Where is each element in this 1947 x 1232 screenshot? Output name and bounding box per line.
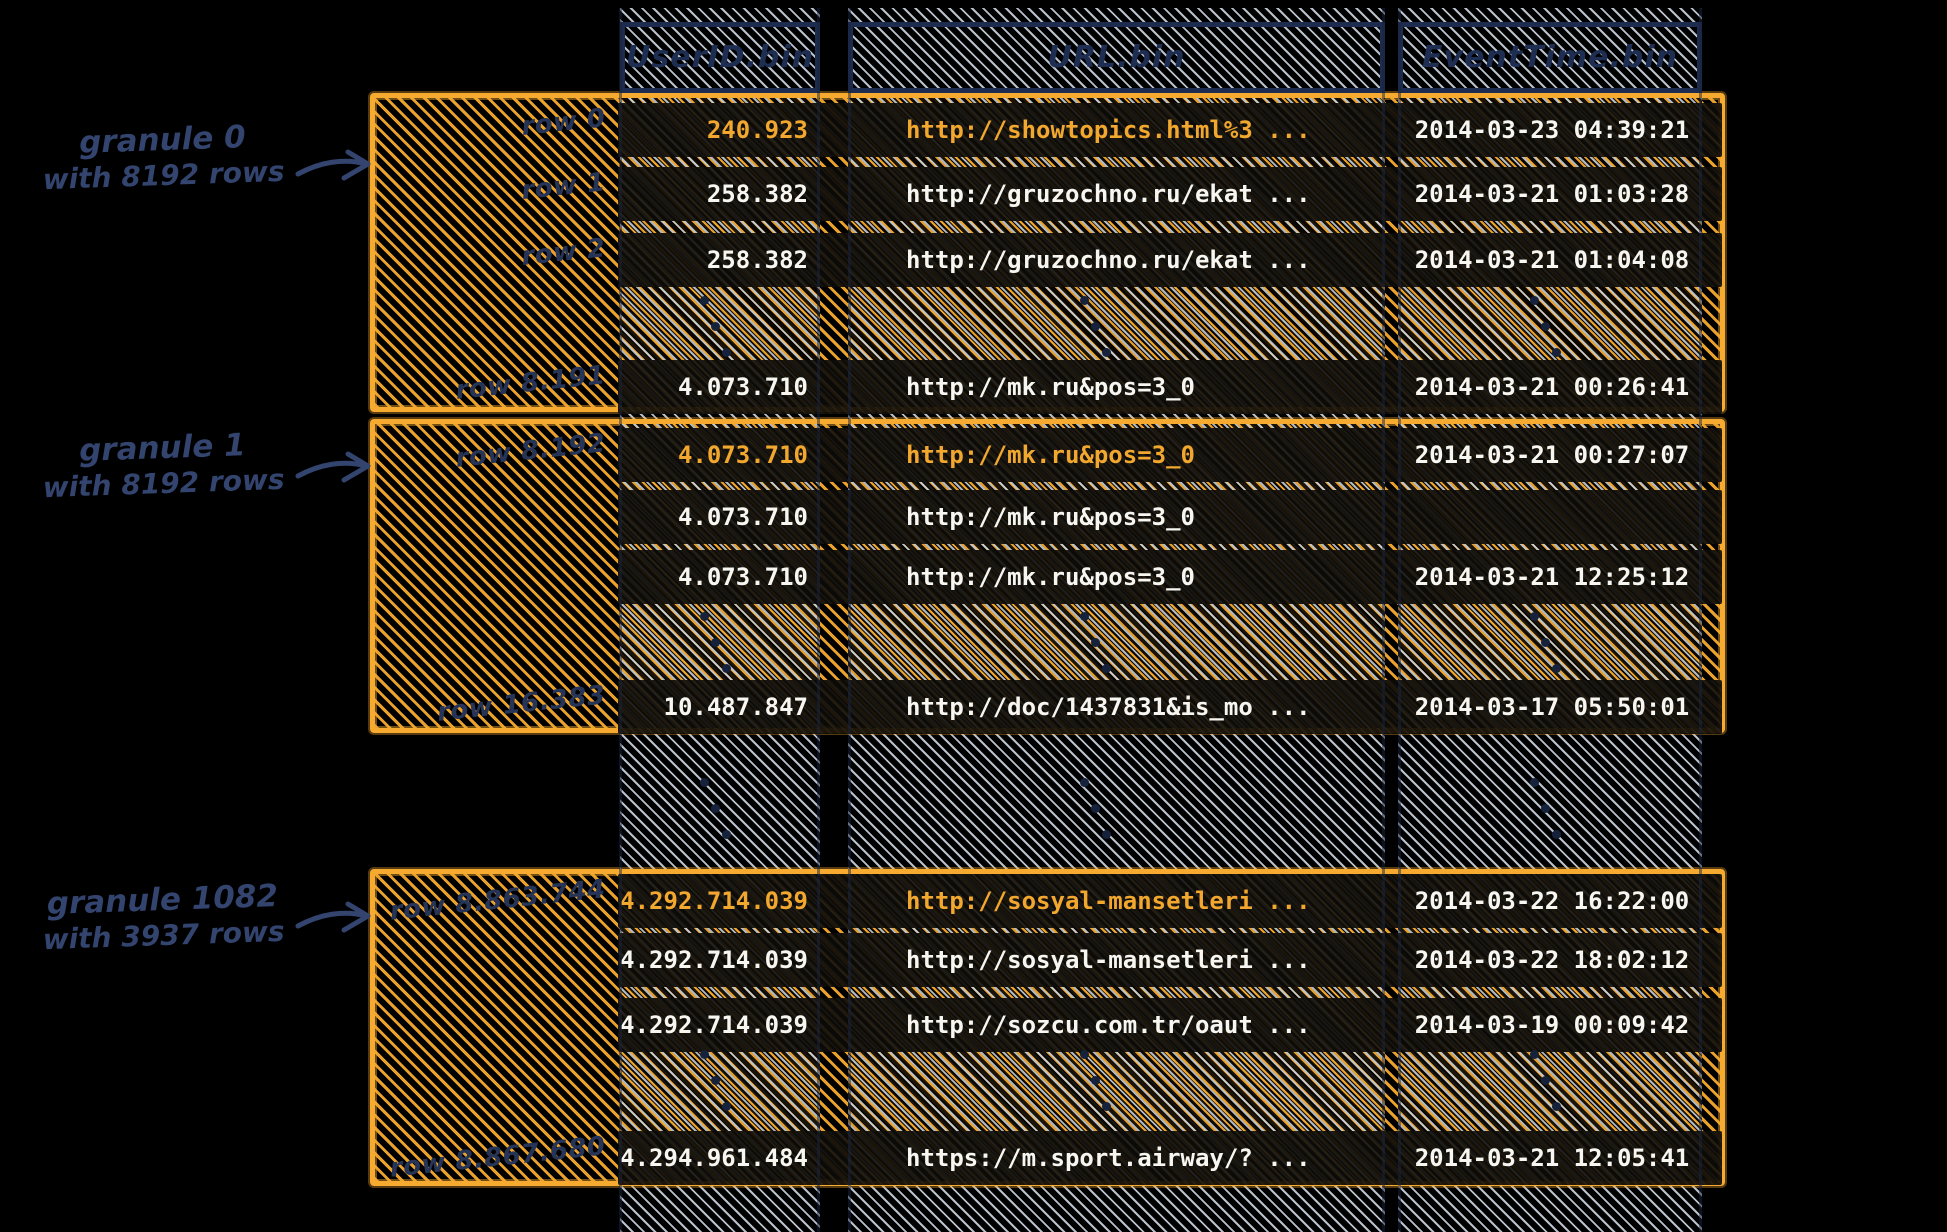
- annotation-granule-0: granule 0 with 8192 rows: [7, 117, 319, 200]
- cell-eventtime: 2014-03-21 00:27:07: [1414, 441, 1690, 469]
- cell-userid: 4.292.714.039: [620, 946, 808, 974]
- table-row: 4.073.710 http://mk.ru&pos=3_0 2014-03-2…: [618, 428, 1722, 482]
- column-edge-line: [1699, 8, 1702, 1232]
- ellipsis-dots: [1530, 1050, 1564, 1114]
- cell-eventtime: 2014-03-21 01:03:28: [1414, 180, 1690, 208]
- ellipsis-dots: [700, 296, 734, 360]
- column-header-url: URL.bin: [848, 22, 1385, 93]
- cell-url: http://mk.ru&pos=3_0: [906, 563, 1195, 591]
- annotation-granule-1: granule 1 with 8192 rows: [7, 425, 319, 508]
- table-row: 10.487.847 http://doc/1437831&is_mo ... …: [618, 680, 1722, 734]
- ellipsis-dots: [1080, 778, 1114, 842]
- cell-url: http://sosyal-mansetleri ...: [906, 946, 1311, 974]
- cell-eventtime: [1400, 490, 1704, 544]
- cell-url: http://mk.ru&pos=3_0: [906, 373, 1195, 401]
- table-row: 258.382 http://gruzochno.ru/ekat ... 201…: [618, 167, 1722, 221]
- table-row: 4.073.710 http://mk.ru&pos=3_0 2014-03-2…: [618, 360, 1722, 414]
- ellipsis-dots: [700, 612, 734, 676]
- cell-url: http://showtopics.html%3 ...: [906, 116, 1311, 144]
- cell-eventtime: 2014-03-22 16:22:00: [1414, 887, 1690, 915]
- cell-url: http://gruzochno.ru/ekat ...: [906, 246, 1311, 274]
- cell-url: http://mk.ru&pos=3_0: [906, 441, 1195, 469]
- column-header-eventtime: EventTime.bin: [1398, 22, 1702, 93]
- cell-url: http://gruzochno.ru/ekat ...: [906, 180, 1311, 208]
- table-row: 4.073.710 http://mk.ru&pos=3_0 2014-03-2…: [618, 550, 1722, 604]
- column-header-userid: UserID.bin: [620, 22, 820, 93]
- cell-eventtime: 2014-03-23 04:39:21: [1414, 116, 1690, 144]
- cell-userid: 4.294.961.484: [620, 1144, 808, 1172]
- ellipsis-dots: [1080, 1050, 1114, 1114]
- cell-eventtime: 2014-03-21 00:26:41: [1414, 373, 1690, 401]
- cell-eventtime: 2014-03-17 05:50:01: [1414, 693, 1690, 721]
- ellipsis-dots: [1530, 612, 1564, 676]
- cell-userid: 240.923: [706, 116, 808, 144]
- cell-userid: 10.487.847: [663, 693, 809, 721]
- annotation-granule-1082: granule 1082 with 3937 rows: [7, 877, 319, 960]
- cell-url: https://m.sport.airway/? ...: [906, 1144, 1311, 1172]
- cell-url: http://sozcu.com.tr/oaut ...: [906, 1011, 1311, 1039]
- cell-userid: 4.073.710: [677, 503, 808, 531]
- cell-url: http://mk.ru&pos=3_0: [906, 503, 1195, 531]
- table-row: 4.292.714.039 http://sosyal-mansetleri .…: [618, 874, 1722, 928]
- cell-userid: 4.292.714.039: [620, 887, 808, 915]
- ellipsis-dots: [1080, 296, 1114, 360]
- table-row: 258.382 http://gruzochno.ru/ekat ... 201…: [618, 233, 1722, 287]
- ellipsis-dots: [700, 778, 734, 842]
- cell-url: http://doc/1437831&is_mo ...: [906, 693, 1311, 721]
- cell-eventtime: 2014-03-21 12:05:41: [1414, 1144, 1690, 1172]
- ellipsis-dots: [1530, 296, 1564, 360]
- cell-eventtime: 2014-03-22 18:02:12: [1414, 946, 1690, 974]
- column-edge-line: [848, 8, 851, 1232]
- table-row: 4.073.710 http://mk.ru&pos=3_0: [618, 490, 1722, 544]
- table-row: 4.292.714.039 http://sosyal-mansetleri .…: [618, 933, 1722, 987]
- table-row: 240.923 http://showtopics.html%3 ... 201…: [618, 103, 1722, 157]
- column-edge-line: [1382, 8, 1385, 1232]
- column-header-url-label: URL.bin: [1047, 40, 1186, 75]
- table-row: 4.294.961.484 https://m.sport.airway/? .…: [618, 1131, 1722, 1185]
- ellipsis-dots: [1080, 612, 1114, 676]
- cell-eventtime: 2014-03-21 12:25:12: [1414, 563, 1690, 591]
- column-edge-line: [817, 8, 820, 1232]
- ellipsis-dots: [700, 1050, 734, 1114]
- cell-userid: 4.073.710: [677, 441, 808, 469]
- cell-userid: 258.382: [706, 246, 808, 274]
- cell-userid: 4.073.710: [677, 373, 808, 401]
- ellipsis-dots: [1530, 778, 1564, 842]
- table-row: 4.292.714.039 http://sozcu.com.tr/oaut .…: [618, 998, 1722, 1052]
- column-header-eventtime-label: EventTime.bin: [1422, 40, 1678, 75]
- arrow-icon: [295, 149, 371, 181]
- arrow-icon: [295, 451, 371, 483]
- column-edge-line: [619, 8, 622, 1232]
- cell-userid: 4.073.710: [677, 563, 808, 591]
- cell-url: http://sosyal-mansetleri ...: [906, 887, 1311, 915]
- column-header-userid-label: UserID.bin: [626, 40, 814, 75]
- cell-userid: 258.382: [706, 180, 808, 208]
- column-edge-line: [1398, 8, 1401, 1232]
- cell-userid: 4.292.714.039: [620, 1011, 808, 1039]
- arrow-icon: [295, 901, 371, 933]
- cell-eventtime: 2014-03-21 01:04:08: [1414, 246, 1690, 274]
- cell-eventtime: 2014-03-19 00:09:42: [1414, 1011, 1690, 1039]
